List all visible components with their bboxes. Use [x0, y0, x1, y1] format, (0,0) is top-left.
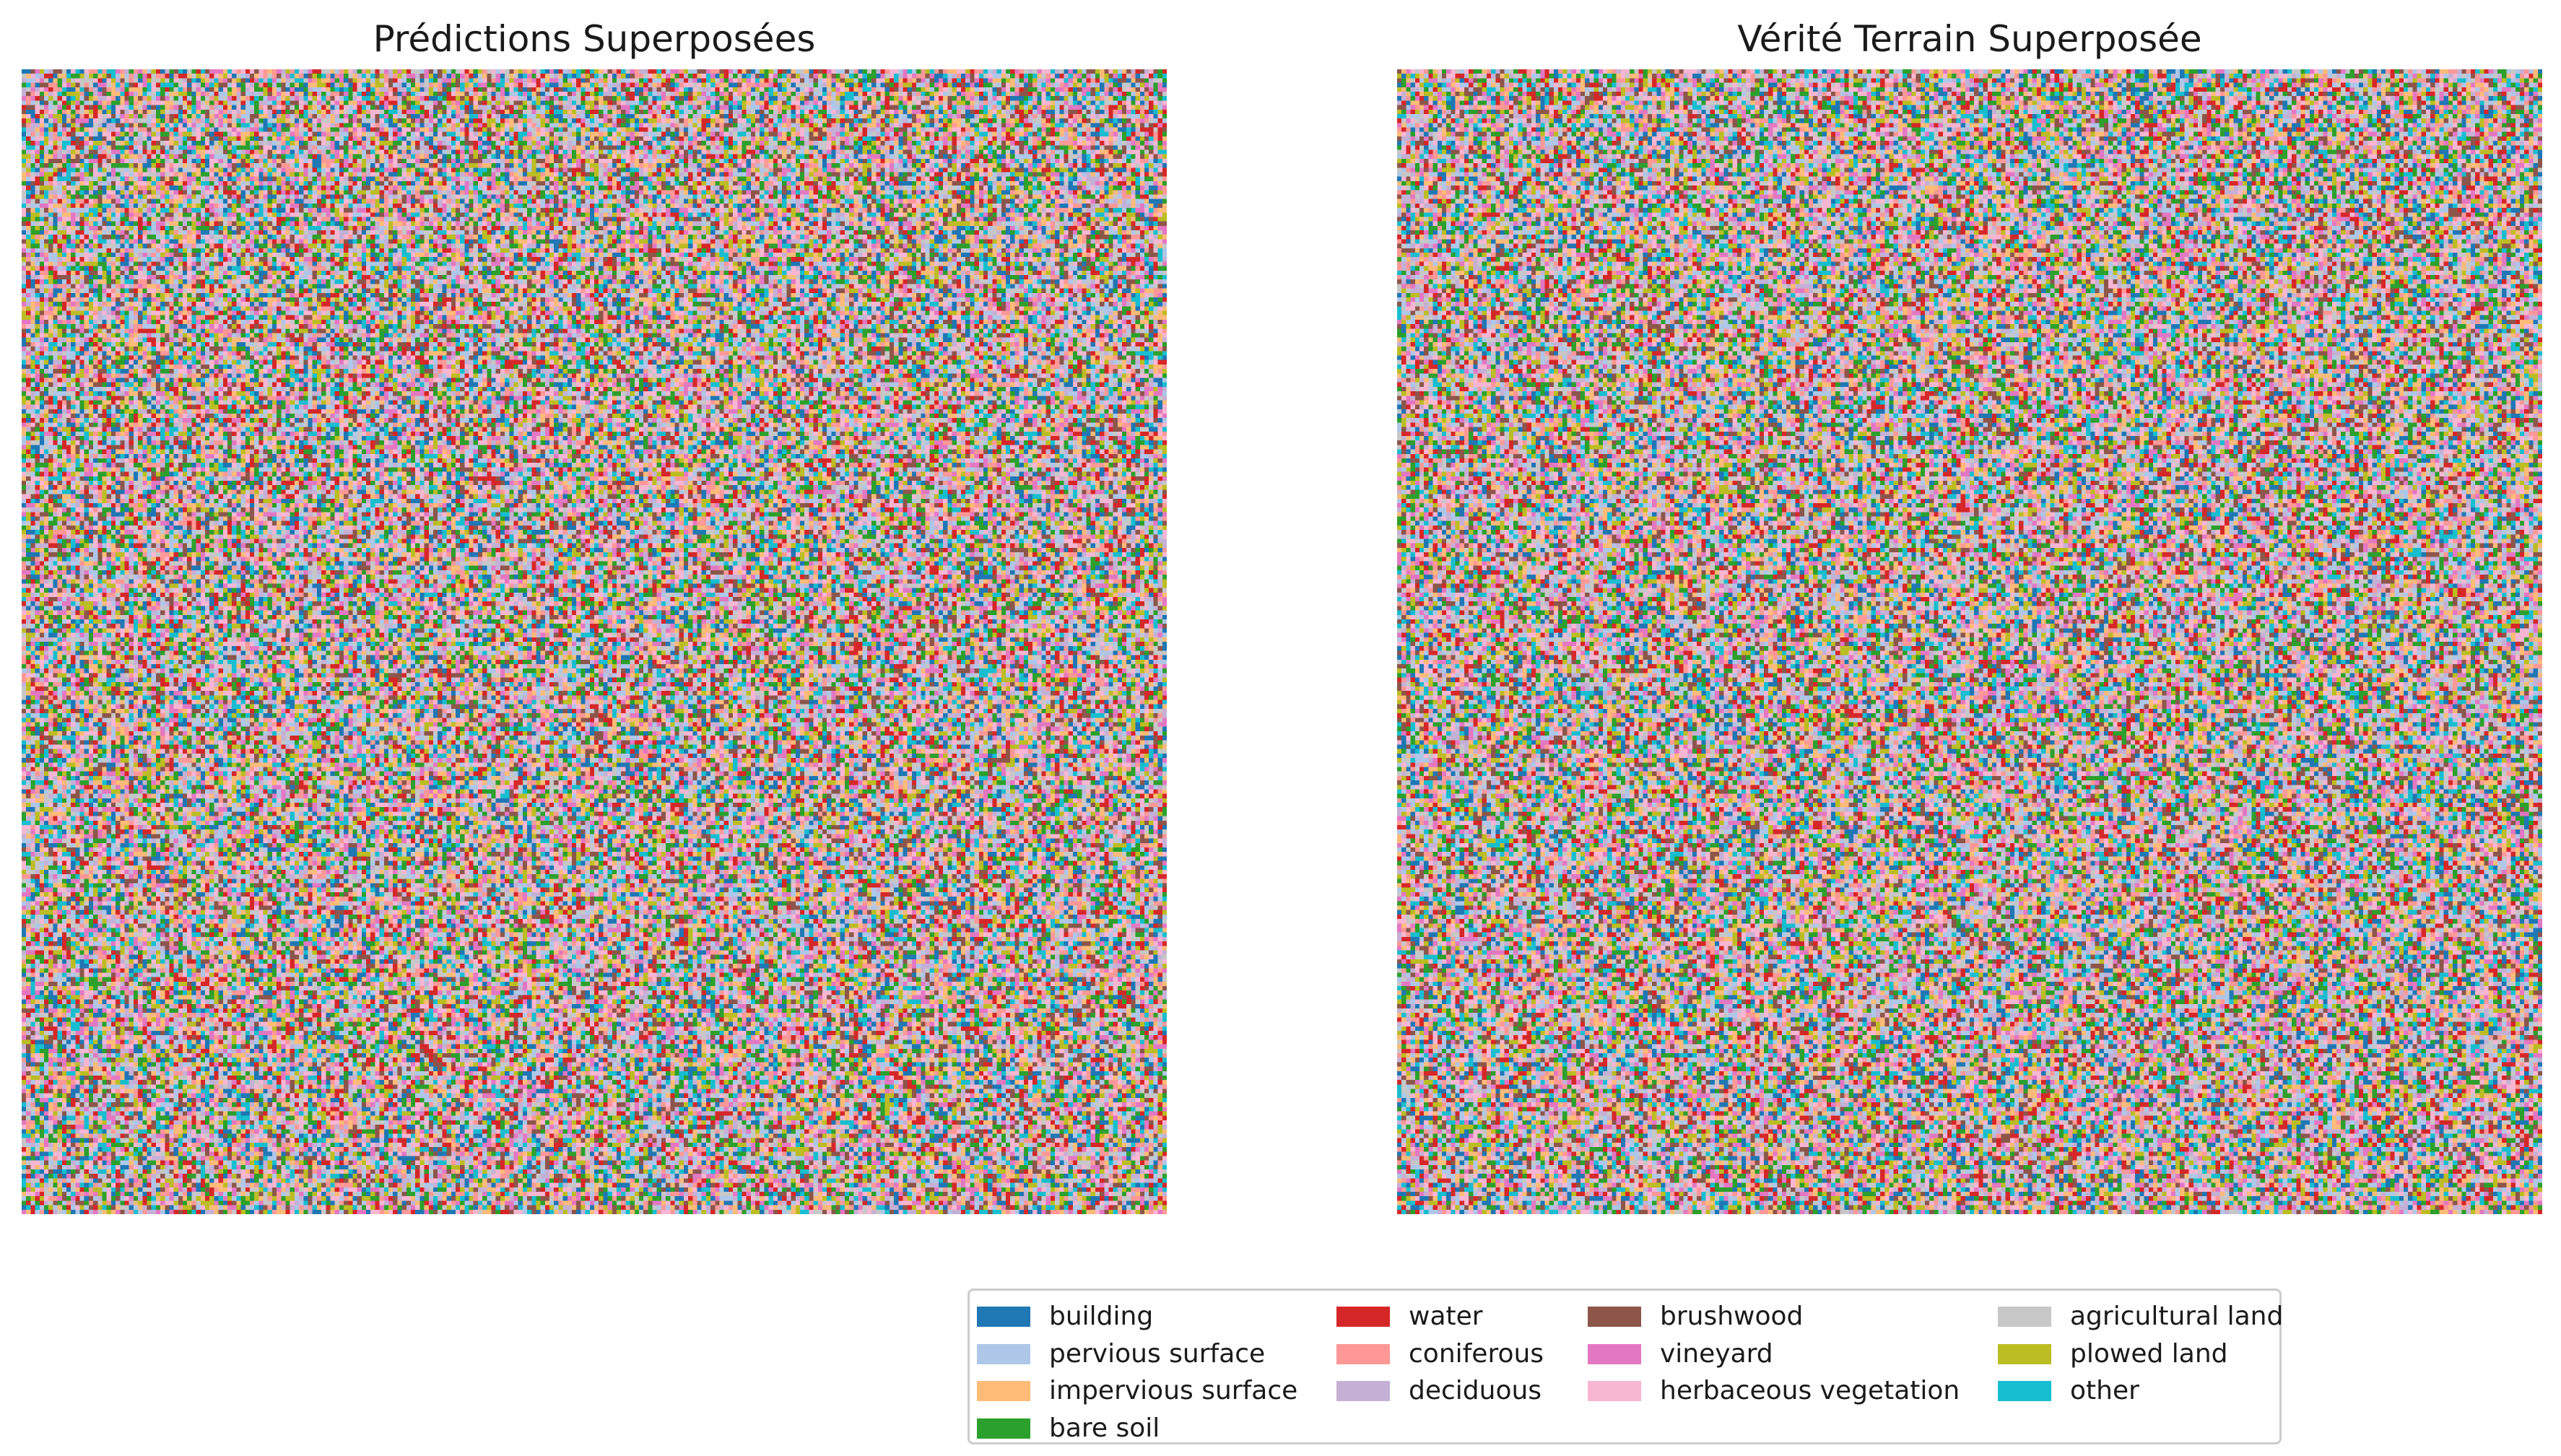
ground-truth-panel-title: Vérité Terrain Superposée — [1737, 18, 2202, 60]
legend-label: pervious surface — [1049, 1339, 1266, 1369]
legend-entry: herbaceous vegetation — [1588, 1372, 1960, 1409]
legend-entry: impervious surface — [977, 1372, 1297, 1409]
legend-swatch — [1588, 1306, 1641, 1327]
legend-label: herbaceous vegetation — [1660, 1376, 1960, 1405]
legend-swatch — [977, 1418, 1030, 1439]
predictions-panel-title: Prédictions Superposées — [373, 18, 816, 60]
legend-label: bare soil — [1049, 1413, 1160, 1443]
class-legend: building pervious surface impervious surfa… — [968, 1289, 2283, 1447]
legend-swatch — [977, 1343, 1030, 1364]
legend-label: other — [2070, 1376, 2139, 1405]
legend-swatch — [1998, 1380, 2051, 1401]
legend-label: impervious surface — [1049, 1376, 1298, 1405]
legend-label: building — [1049, 1302, 1154, 1331]
legend-swatch — [1336, 1380, 1390, 1401]
legend-swatch — [1588, 1380, 1641, 1401]
legend-entry: building — [977, 1298, 1153, 1335]
legend-entry: coniferous — [1336, 1335, 1544, 1372]
legend-entry: vineyard — [1588, 1335, 1773, 1372]
legend-entry: agricultural land — [1998, 1298, 2283, 1335]
legend-label: water — [1409, 1302, 1483, 1331]
legend-swatch — [1588, 1343, 1641, 1364]
legend-entry: bare soil — [977, 1410, 1160, 1447]
legend-swatch — [1998, 1306, 2051, 1327]
legend-label: coniferous — [1409, 1339, 1544, 1369]
legend-swatch — [977, 1306, 1030, 1327]
legend-swatch — [1336, 1343, 1390, 1364]
legend-entry: plowed land — [1998, 1335, 2228, 1372]
legend-swatch — [1336, 1306, 1390, 1327]
legend-label: vineyard — [1660, 1339, 1773, 1369]
legend-entry: deciduous — [1336, 1372, 1542, 1409]
legend-entry: pervious surface — [977, 1335, 1265, 1372]
ground-truth-segmentation-map — [1397, 69, 2542, 1214]
legend-swatch — [1998, 1343, 2051, 1364]
legend-swatch — [977, 1380, 1030, 1401]
legend-entry: other — [1998, 1372, 2139, 1409]
legend-label: plowed land — [2070, 1339, 2228, 1369]
legend-label: agricultural land — [2070, 1302, 2284, 1331]
legend-entry: brushwood — [1588, 1298, 1803, 1335]
legend-label: deciduous — [1409, 1376, 1542, 1405]
predictions-segmentation-map — [22, 69, 1167, 1214]
legend-entry: water — [1336, 1298, 1483, 1335]
legend-label: brushwood — [1660, 1302, 1804, 1331]
